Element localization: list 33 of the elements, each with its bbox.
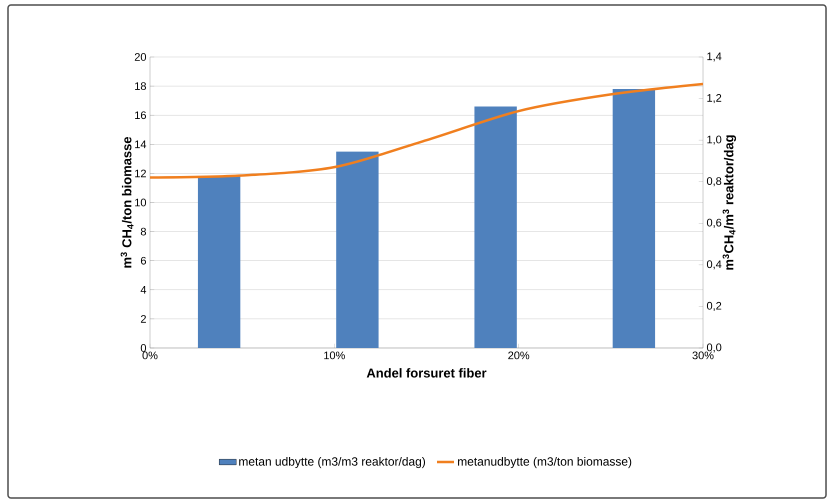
y2-tick-label: 1,4 [707,52,722,62]
y2-axis-title: m$^{3}$CH$_{4}$/m$^{3}$ reaktor/dag [722,135,736,270]
bar [612,89,656,348]
legend-label: metan udbytte (m3/m3 reaktor/dag) [239,456,426,468]
legend-label: metanudbytte (m3/ton biomasse) [458,456,632,468]
x-axis-title: Andel forsuret fiber [366,368,486,378]
y-tick-label: 20 [134,53,146,61]
y-tick-label: 10 [135,198,146,206]
x-tick-label: 20% [508,352,530,360]
y-tick-label: 0 [140,344,146,352]
bar [198,176,240,348]
y-tick-label: 2 [140,315,146,323]
y2-tick-label: 1,0 [707,136,722,145]
y-tick-label: 12 [135,170,146,178]
y2-tick-label: 0,6 [706,218,722,228]
y2-tick-label: 0,8 [706,177,722,186]
y-tick-label: 4 [140,286,146,294]
line-series [150,82,704,179]
x-tick-label: 0% [142,352,158,360]
y2-tick-label: 0,0 [706,343,722,353]
y2-tick-label: 1,2 [707,94,722,104]
y-tick-label: 16 [135,111,146,120]
x-tick-label: 30% [692,352,714,360]
y-tick-label: 6 [140,256,146,265]
x-tick-label: 10% [324,352,345,360]
y-tick-label: 8 [140,228,146,236]
y2-tick-label: 0,4 [706,260,722,270]
bar [474,106,517,348]
y-tick-label: 18 [135,82,146,90]
y-tick-label: 14 [135,140,146,148]
bar [336,152,379,348]
y2-tick-label: 0,2 [706,302,722,311]
y-axis-title: m$^{3}$ CH$_{4}$/ton biomasse [120,136,134,268]
